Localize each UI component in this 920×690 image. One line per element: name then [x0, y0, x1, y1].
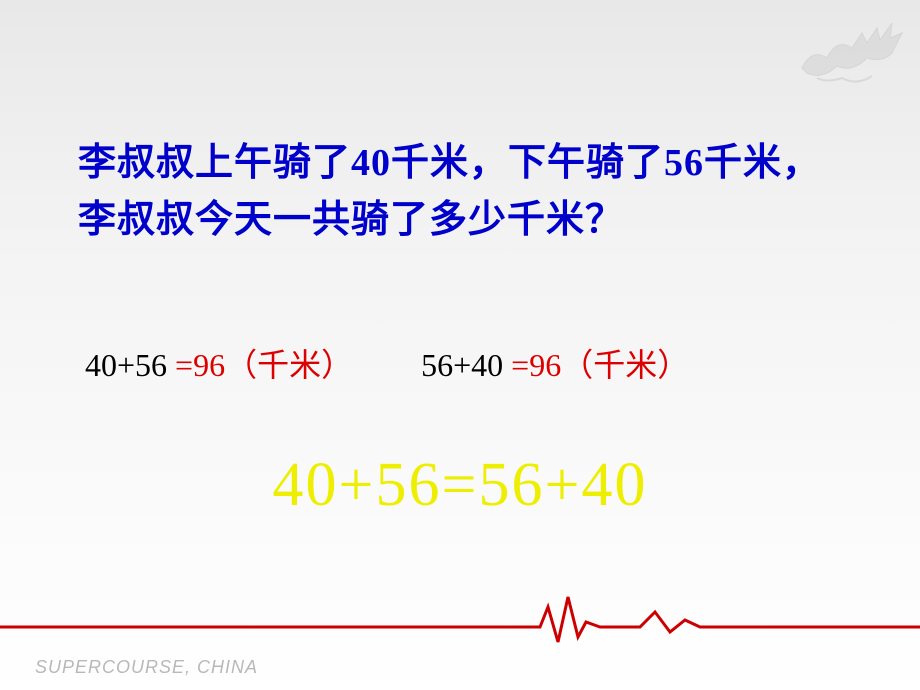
corner-decoration [780, 0, 920, 120]
ecg-decoration [0, 592, 920, 652]
calculation-left: 40+56 =96（千米） [85, 340, 353, 386]
dragon-icon [792, 8, 912, 108]
calc-left-result: =96（千米） [175, 347, 353, 383]
calc-left-expr: 40+56 [85, 347, 167, 383]
footer-branding: SUPERCOURSE, CHINA [35, 657, 258, 678]
calculation-right: 56+40 =96（千米） [421, 340, 689, 386]
calc-right-result: =96（千米） [511, 347, 689, 383]
main-equation: 40+56=56+40 [0, 450, 920, 521]
question-text: 李叔叔上午骑了40千米，下午骑了56千米，李叔叔今天一共骑了多少千米？ [78, 135, 858, 249]
calc-right-expr: 56+40 [421, 347, 503, 383]
calculation-row: 40+56 =96（千米） 56+40 =96（千米） [85, 340, 689, 386]
